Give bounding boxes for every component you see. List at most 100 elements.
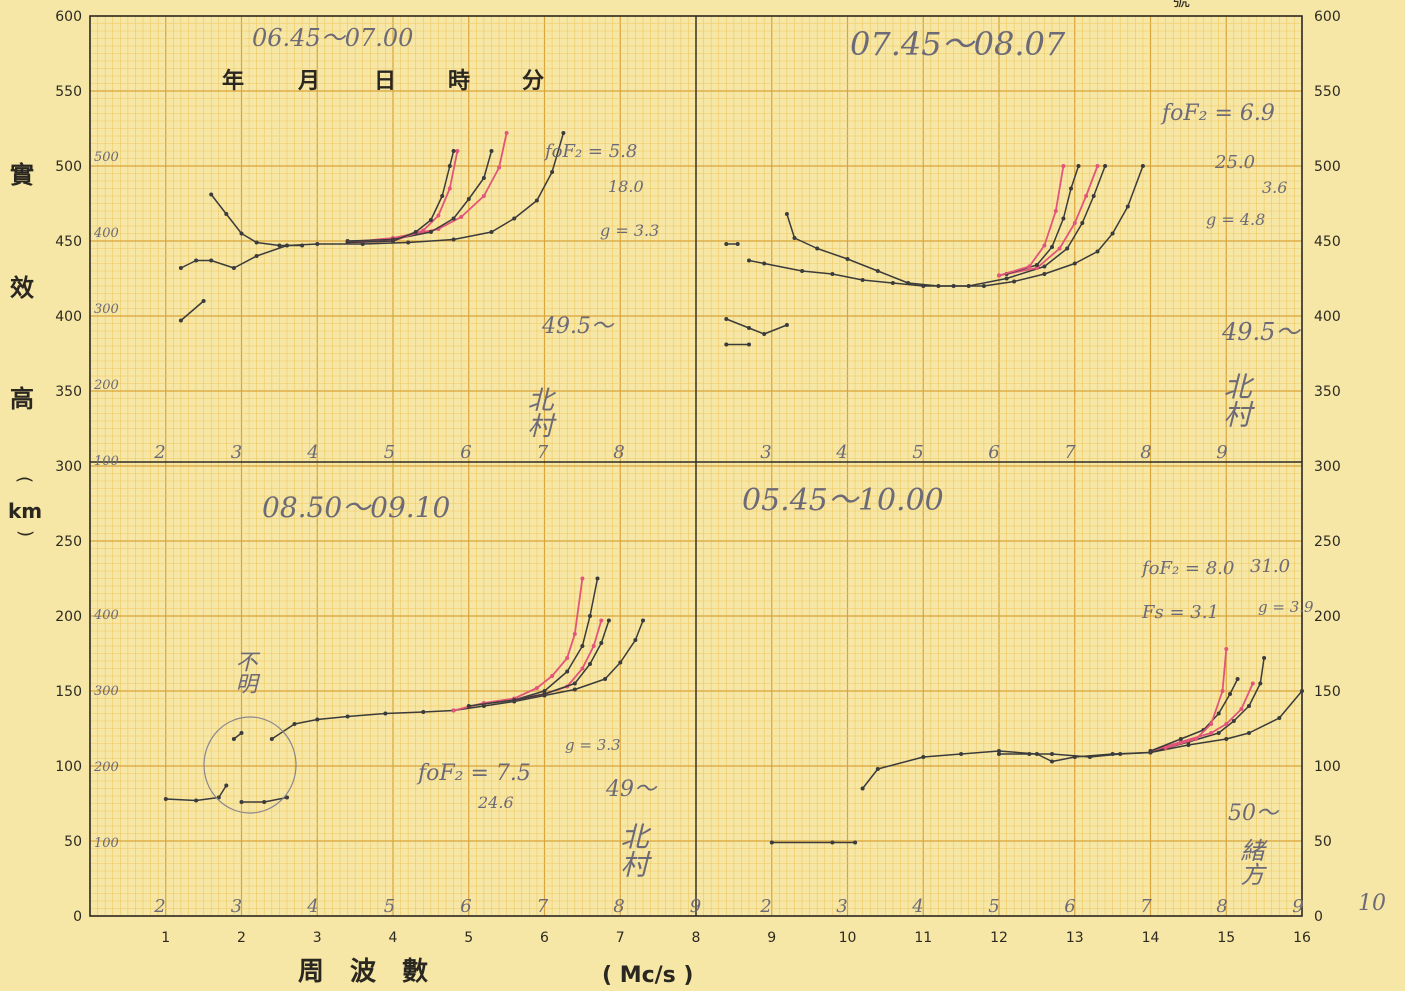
data-point [315, 718, 319, 722]
data-point [262, 800, 266, 804]
x-tick-label: 14 [1142, 930, 1160, 946]
inner-x-label: 2 [153, 442, 165, 463]
y-tick-label-right: 0 [1314, 909, 1323, 925]
data-point [391, 239, 395, 243]
data-point [1209, 731, 1213, 735]
data-point [1035, 263, 1039, 267]
data-point [194, 259, 198, 263]
data-point [1054, 209, 1058, 213]
y-tick-label-left: 250 [55, 534, 82, 550]
data-point [1224, 647, 1228, 651]
data-point [1224, 737, 1228, 741]
data-point [1262, 656, 1266, 660]
inner-x-label: 6 [1064, 896, 1075, 917]
inner-y-label: 200 [93, 760, 119, 775]
data-point [535, 686, 539, 690]
data-point [452, 238, 456, 242]
data-point [830, 841, 834, 845]
bl-note-observer: 北村 [617, 822, 650, 878]
br-note-station: 50～ [1228, 801, 1280, 826]
tr-note-fof2: foF₂ = 6.9 [1160, 101, 1275, 126]
data-point [588, 662, 592, 666]
x-tick-label: 13 [1066, 930, 1084, 946]
date-hour-label: 時 [448, 69, 470, 94]
y-tick-label-right: 250 [1314, 534, 1341, 550]
data-point [846, 257, 850, 261]
inner-y-label: 100 [94, 836, 119, 851]
tl-note-station: 49.5～ [541, 314, 615, 339]
data-point [452, 217, 456, 221]
tr-note-g: g = 4.8 [1206, 210, 1265, 229]
y-title-unit: km [8, 499, 42, 523]
date-minute-label: 分 [522, 69, 544, 94]
data-point [1247, 704, 1251, 708]
bl-note-g: g = 3.3 [565, 736, 621, 754]
y-title-char-1: 實 [10, 161, 34, 189]
data-point [459, 215, 463, 219]
y-tick-label-left: 450 [55, 234, 82, 250]
data-point [1126, 205, 1130, 209]
data-point [982, 284, 986, 288]
data-point [452, 149, 456, 153]
data-point [421, 229, 425, 233]
data-point [1050, 752, 1054, 756]
data-point [1164, 746, 1168, 750]
inner-x-label: 9 [1292, 896, 1303, 917]
y-tick-label-left: 400 [55, 309, 82, 325]
y-tick-label-right: 200 [1314, 609, 1341, 625]
inner-x-label: 4 [835, 442, 847, 463]
x-tick-label: 2 [237, 930, 246, 946]
data-point [1042, 265, 1046, 269]
data-point [406, 241, 410, 245]
tr-note-value-2: 3.6 [1262, 178, 1287, 197]
data-point [876, 767, 880, 771]
data-point [1239, 707, 1243, 711]
x-tick-label: 11 [914, 930, 932, 946]
inner-x-label: 7 [1064, 442, 1076, 463]
inner-x-label: 4 [306, 896, 318, 917]
x-tick-label: 3 [313, 930, 322, 946]
panel-tr-time: 07.45～08.07 [850, 25, 1066, 63]
inner-x-label: 9 [1216, 442, 1227, 463]
inner-x-label: 3 [836, 896, 847, 917]
inner-x-label: 9 [690, 896, 701, 917]
y-tick-label-right: 450 [1314, 234, 1341, 250]
x-axis-title: 周 波 數 [298, 957, 428, 987]
y-tick-label-right: 300 [1314, 459, 1341, 475]
data-point [490, 149, 494, 153]
inner-x-label: 5 [912, 442, 923, 463]
data-point [1073, 221, 1077, 225]
data-point [497, 166, 501, 170]
data-point [580, 644, 584, 648]
data-point [762, 262, 766, 266]
header-partial: 號 [1172, 0, 1190, 11]
tl-note-value: 18.0 [608, 177, 644, 196]
data-point [550, 170, 554, 174]
data-point [448, 164, 452, 168]
y-tick-label-right: 100 [1314, 759, 1341, 775]
inner-x-label: 3 [760, 442, 771, 463]
data-point [1232, 719, 1236, 723]
data-point [1217, 731, 1221, 735]
data-point [194, 799, 198, 803]
data-point [785, 212, 789, 216]
data-point [179, 266, 183, 270]
data-point [1042, 272, 1046, 276]
data-point [164, 797, 168, 801]
data-point [747, 259, 751, 263]
data-point [440, 194, 444, 198]
data-point [1096, 250, 1100, 254]
data-point [315, 242, 319, 246]
data-point [580, 667, 584, 671]
date-year-label: 年 [222, 68, 244, 94]
y-tick-label-left: 100 [55, 759, 82, 775]
data-point [467, 704, 471, 708]
x-tick-label: 9 [767, 930, 776, 946]
x-axis-unit: ( Mc/s ) [602, 963, 694, 988]
y-tick-label-right: 350 [1314, 384, 1341, 400]
data-point [618, 661, 622, 665]
inner-y-label: 300 [94, 684, 119, 699]
data-point [633, 638, 637, 642]
data-point [202, 299, 206, 303]
